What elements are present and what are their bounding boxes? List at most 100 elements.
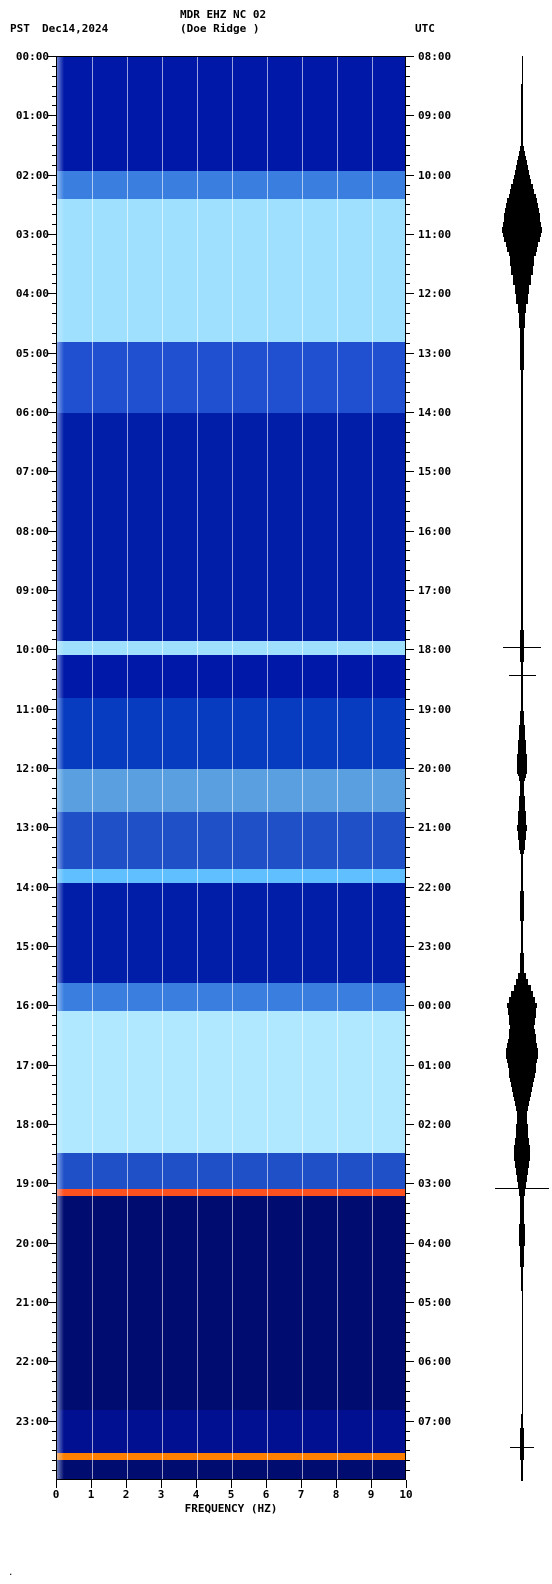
y-minor-tick [406,1342,410,1343]
y-minor-tick [52,283,56,284]
y-tick-right [406,827,414,828]
y-minor-tick [406,1084,410,1085]
y-minor-tick [52,1134,56,1135]
spectrogram-band [57,1189,405,1196]
y-tick-label-left: 17:00 [4,1059,49,1072]
y-minor-tick [406,511,410,512]
y-minor-tick [52,620,56,621]
y-minor-tick [406,1312,410,1313]
y-tick-label-left: 02:00 [4,169,49,182]
y-minor-tick [52,244,56,245]
y-minor-tick [52,1094,56,1095]
y-tick-label-left: 06:00 [4,406,49,419]
y-tick-right [406,1361,414,1362]
spectrogram-band [57,769,405,812]
y-minor-tick [406,1450,410,1451]
y-minor-tick [406,788,410,789]
y-minor-tick [52,1381,56,1382]
y-minor-tick [52,1450,56,1451]
y-minor-tick [406,570,410,571]
y-tick-label-left: 08:00 [4,525,49,538]
y-minor-tick [52,86,56,87]
y-minor-tick [52,906,56,907]
trace-envelope-seg [521,113,523,128]
y-minor-tick [406,224,410,225]
y-minor-tick [406,491,410,492]
y-tick-right [406,353,414,354]
y-minor-tick [406,699,410,700]
trace-envelope-seg [518,740,526,755]
x-tick [196,1480,197,1488]
y-tick-label-left: 19:00 [4,1177,49,1190]
y-minor-tick [406,1045,410,1046]
grid-line [92,57,93,1479]
y-minor-tick [406,1015,410,1016]
spectrogram-band [57,812,405,869]
y-minor-tick [406,600,410,601]
y-minor-tick [52,76,56,77]
y-minor-tick [406,1460,410,1461]
y-tick-label-right: 04:00 [418,1237,463,1250]
y-minor-tick [406,1223,410,1224]
y-minor-tick [406,1351,410,1352]
trace-envelope-seg [521,412,523,427]
y-minor-tick [406,86,410,87]
y-minor-tick [406,620,410,621]
y-minor-tick [406,847,410,848]
trace-envelope-seg [521,398,523,413]
trace-envelope-seg [521,455,523,470]
y-tick-label-right: 03:00 [418,1177,463,1190]
spectrogram-band [57,1011,405,1153]
y-minor-tick [52,1213,56,1214]
y-minor-tick [52,1203,56,1204]
y-minor-tick [406,76,410,77]
y-tick-left [48,115,56,116]
y-minor-tick [52,1233,56,1234]
spectrogram-band [57,342,405,413]
y-minor-tick [52,432,56,433]
y-tick-right [406,649,414,650]
x-tick-label: 5 [221,1488,241,1501]
y-minor-tick [406,1213,410,1214]
y-minor-tick [52,699,56,700]
y-tick-left [48,531,56,532]
x-tick-label: 9 [361,1488,381,1501]
y-minor-tick [406,798,410,799]
y-tick-label-right: 20:00 [418,762,463,775]
spectrogram-left-edge [57,57,64,1479]
y-minor-tick [406,125,410,126]
y-tick-right [406,1065,414,1066]
trace-envelope-seg [521,369,524,384]
y-minor-tick [52,580,56,581]
trace-envelope-seg [520,711,524,726]
y-minor-tick [52,422,56,423]
y-tick-left [48,649,56,650]
y-minor-tick [52,541,56,542]
y-minor-tick [52,926,56,927]
trace-spike [503,647,541,648]
station-location: (Doe Ridge ) [180,22,259,35]
x-tick [266,1480,267,1488]
y-minor-tick [52,1035,56,1036]
y-tick-label-right: 07:00 [418,1415,463,1428]
y-minor-tick [406,1322,410,1323]
footer-mark: . [8,1568,13,1578]
y-tick-label-right: 21:00 [418,821,463,834]
y-minor-tick [52,877,56,878]
spectrogram-band [57,199,405,341]
y-tick-left [48,1065,56,1066]
y-minor-tick [406,778,410,779]
y-minor-tick [406,402,410,403]
y-tick-left [48,1124,56,1125]
y-minor-tick [406,936,410,937]
y-minor-tick [52,1391,56,1392]
y-minor-tick [52,491,56,492]
y-minor-tick [52,402,56,403]
y-minor-tick [406,185,410,186]
y-minor-tick [52,600,56,601]
y-tick-label-left: 13:00 [4,821,49,834]
trace-spike [510,1447,534,1448]
y-minor-tick [52,1411,56,1412]
y-tick-left [48,353,56,354]
trace-envelope-seg [521,84,522,99]
